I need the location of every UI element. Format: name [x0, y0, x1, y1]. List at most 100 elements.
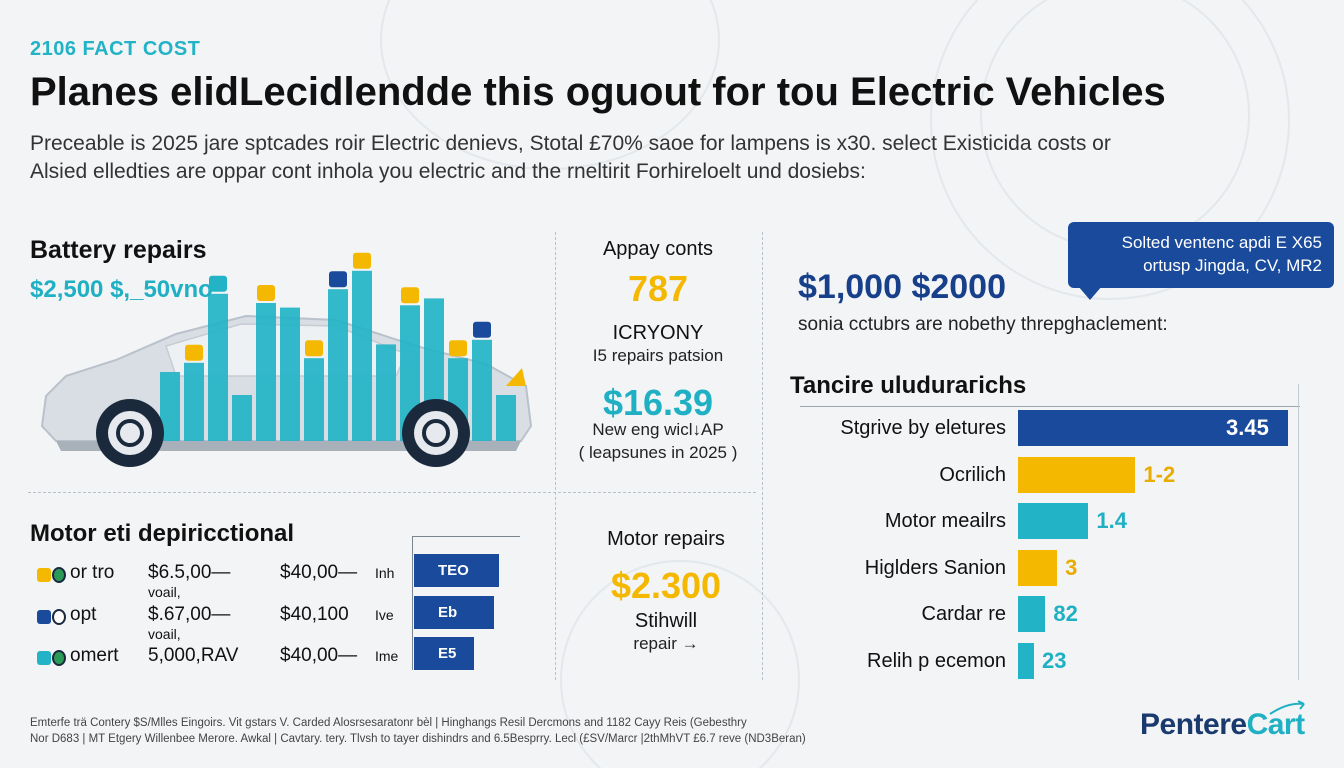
middle-label-cryony: ICRYONY: [612, 322, 704, 344]
brand-logo: PentereCart: [1140, 708, 1305, 742]
rear-wheel-rim: [414, 411, 458, 455]
car-bar-cap: [305, 340, 323, 357]
motor-row-name: opt: [70, 604, 97, 625]
middle-label-leapsunes: ( leapsunes in 2025 ): [578, 443, 738, 462]
hbar-bar: [1018, 503, 1089, 539]
car-bar: [184, 362, 204, 441]
hbar-category-label: Ocrilich: [939, 464, 1006, 486]
middle-label-applay: Appay conts: [602, 238, 714, 260]
motor-row-bar: TEO: [414, 554, 499, 587]
car-bar-chart: [40, 252, 533, 467]
middle-value-787: 787: [627, 268, 689, 309]
motor-row-alt-cost: $40,00—: [280, 562, 358, 583]
logo-swoosh-icon: [1269, 700, 1305, 715]
middle-label-patsion: I5 repairs patsion: [592, 346, 724, 365]
motor-row-name: omert: [70, 645, 119, 666]
divider-vertical-left: [555, 232, 556, 680]
subtitle-line-2: Alsied elledties are oppar cont inhola y…: [30, 160, 866, 183]
hbar-category-label: Higlders Sanion: [864, 557, 1006, 579]
motor-row-cost: $.67,00—: [148, 604, 231, 625]
motor-row-alt-cost: $40,100: [280, 604, 349, 625]
hbar-bar: [1018, 457, 1136, 493]
front-wheel-rim: [108, 411, 152, 455]
car-bar-cap: [353, 252, 371, 269]
hbar-value-label: 1.4: [1096, 508, 1128, 533]
logo-accent: Cart: [1246, 708, 1306, 741]
motor-row-bar: Eb: [414, 596, 494, 629]
motor-row-unit: Ive: [375, 607, 394, 623]
car-bar-cap: [209, 275, 227, 292]
motor-row-unit: Inh: [375, 565, 395, 581]
car-bar: [496, 395, 516, 441]
footer-line-2: Nor D683 | MT Etgery Willenbee Merore. A…: [30, 733, 806, 745]
car-bar-cap: [449, 340, 467, 357]
middle-value-1639: $16.39: [602, 382, 714, 423]
car-bar: [328, 289, 348, 441]
hbar-category-label: Relih p ecemon: [867, 650, 1006, 672]
car-bar-cap: [473, 321, 491, 338]
car-bar-cap: [401, 287, 419, 304]
row-marker-icon: [52, 609, 66, 625]
hbar-value-label: 23: [1042, 648, 1067, 673]
chart-rule-right: [1298, 384, 1299, 680]
middle-label-repair: repair →: [633, 634, 699, 653]
background-swirl: [980, 0, 1250, 250]
hbar-bar: [1018, 410, 1288, 446]
car-bar: [376, 344, 396, 441]
chart-title: Tancire uludurагichs: [790, 372, 1027, 399]
front-wheel-hub: [116, 419, 144, 447]
motor-row-name: or tro: [70, 562, 115, 583]
divider-vertical-right: [762, 232, 763, 680]
legend-swatch: [37, 568, 51, 582]
hbar-value-label: 82: [1053, 601, 1078, 626]
eyebrow-label: 2106 FACT COST: [30, 38, 201, 60]
car-bar: [280, 307, 300, 441]
motor-table-title: Motor eti depiricctional: [30, 520, 295, 547]
car-bar: [232, 395, 252, 441]
hbar-category-label: Stgrive by eletures: [840, 417, 1006, 439]
car-bar-cap: [257, 285, 275, 301]
motor-row-bar: E5: [414, 637, 474, 670]
price-note: sonia cctubrs are nobethy threpghaclemen…: [798, 314, 1168, 335]
car-bar: [472, 339, 492, 441]
motor-row-cost: $6.5,00—: [148, 562, 231, 583]
hbar-category-label: Motor meailrs: [884, 510, 1006, 532]
legend-swatch: [37, 651, 51, 665]
hbar-bar: [1018, 643, 1034, 679]
middle-value-2300: $2.300: [610, 565, 722, 606]
motor-table-axis: [412, 536, 413, 670]
rear-wheel-hub: [422, 419, 450, 447]
divider-horizontal: [28, 492, 756, 493]
callout-line-1: Solted ventenc apdi E X65: [1121, 233, 1322, 252]
page-title: Planes elidLecidlendde this oguout for t…: [30, 70, 1166, 114]
car-bar: [208, 293, 228, 441]
middle-label-motor-repairs: Motor repairs: [607, 528, 725, 550]
headlight: [506, 368, 526, 386]
motor-row-alt-cost: $40,00—: [280, 645, 358, 666]
car-bar: [304, 358, 324, 441]
battery-title: Battery repairs: [30, 236, 207, 264]
motor-row-cost: 5,000,RAV: [148, 645, 239, 666]
motor-row-unit: Ime: [375, 648, 399, 664]
hbar-value-label: 1-2: [1143, 462, 1176, 487]
row-marker-icon: [52, 567, 66, 583]
callout-bubble: Solted ventenc apdi E X65 ortusp Jingda,…: [1068, 222, 1334, 288]
hbar-value-label: 3: [1065, 555, 1078, 580]
price-range: $1,000 $2000: [798, 268, 1006, 306]
callout-tail: [1078, 286, 1102, 300]
chart-rule-top: [800, 406, 1300, 407]
callout-line-2: ortusp Jingda, CV, MR2: [1143, 256, 1322, 275]
motor-row-cost-note: voail,: [148, 584, 181, 600]
hbar-category-label: Cardar re: [921, 603, 1006, 625]
car-bar-cap: [185, 344, 203, 361]
middle-label-new-eng: New eng wicl↓AP: [592, 420, 724, 439]
row-marker-icon: [52, 650, 66, 666]
car-bar: [352, 270, 372, 441]
car-bar-cap: [329, 271, 347, 288]
subtitle-line-1: Preceable is 2025 jare sptcades roir Ele…: [30, 132, 1111, 155]
hbar-value-label: 3.45: [1226, 415, 1269, 440]
hbar-bar: [1018, 596, 1046, 632]
hbar-bar: [1018, 550, 1058, 586]
subtitle: Preceable is 2025 jare sptcades roir Ele…: [30, 130, 1320, 186]
motor-table-rule: [412, 536, 520, 537]
